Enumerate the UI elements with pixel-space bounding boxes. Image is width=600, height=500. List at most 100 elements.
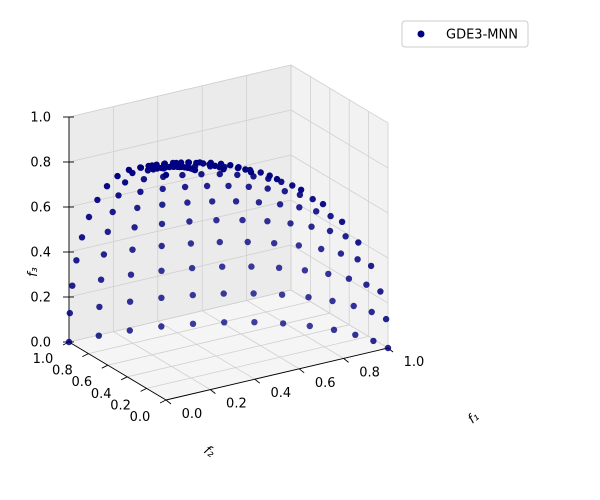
scatter-point-50 [276, 201, 284, 208]
scatter-point-120 [227, 162, 234, 169]
z-tick-label-5: 1.0 [30, 111, 51, 126]
scatter-point-94 [85, 213, 93, 221]
scatter-point-62 [225, 182, 232, 190]
scatter-point-99 [319, 200, 327, 208]
scatter-point-0 [251, 319, 258, 326]
scatter-point-42 [308, 223, 315, 230]
scatter-point-73 [264, 185, 271, 192]
grid-floor-x-3 [201, 310, 300, 370]
scatter-point-21 [158, 294, 165, 301]
scatter-point-24 [325, 270, 332, 278]
x-tick-mark-3 [298, 368, 305, 374]
scatter-point-9 [275, 264, 283, 271]
scatter-point-70 [342, 233, 349, 240]
z-tick-label-2: 0.4 [30, 246, 51, 261]
scatter-point-43 [232, 198, 240, 205]
grid-floor-y-4 [88, 301, 311, 354]
scatter-point-89 [179, 171, 186, 179]
grid-backwall-z-4 [68, 109, 292, 163]
legend-box [401, 20, 529, 48]
grid-backwall-z-2 [68, 199, 292, 253]
scatter-point-14 [188, 264, 196, 272]
scatter-point-47 [255, 199, 263, 206]
z-tick-label-4: 0.8 [30, 156, 51, 171]
scatter-point-95 [309, 195, 316, 203]
scatter-point-10 [219, 263, 226, 270]
grid-floor-x-1 [113, 331, 211, 390]
scatter-point-112 [103, 183, 111, 190]
scatter-point-124 [235, 164, 242, 171]
y-tick-mark-0 [159, 399, 167, 404]
x-tick-mark-0 [165, 399, 172, 405]
scatter-point-8 [306, 322, 313, 330]
scatter-point-29 [264, 218, 271, 225]
scatter-point-54 [326, 227, 334, 235]
scatter-point-56 [296, 204, 303, 211]
scatter-point-55 [131, 224, 138, 231]
scatter-point-49 [368, 308, 375, 316]
x-axis-line [165, 347, 389, 401]
y-tick-label-2: 0.4 [91, 387, 112, 402]
grid-backwall-z-5 [68, 64, 292, 118]
scatter-point-78 [281, 188, 288, 195]
scatter-point-65 [245, 183, 252, 190]
x-tick-mark-2 [254, 378, 261, 384]
grid-backwall-z-3 [68, 154, 292, 208]
scatter-point-85 [216, 170, 223, 178]
scatter-point-35 [345, 275, 353, 282]
y-tick-label-4: 0.8 [52, 364, 73, 379]
scatter-point-75 [73, 257, 80, 264]
scatter-point-131 [193, 159, 200, 167]
scatter-point-92 [115, 192, 122, 199]
scatter-point-31 [350, 302, 357, 310]
scatter-point-2 [279, 320, 287, 327]
scatter-point-18 [271, 240, 278, 247]
scatter-point-37 [287, 220, 294, 227]
scatter-point-135 [206, 161, 213, 168]
tick-labels: 0.00.00.00.20.20.20.40.40.40.60.60.60.80… [30, 111, 424, 426]
scatter-point-1 [250, 290, 257, 297]
grid-floor-y-5 [68, 289, 292, 343]
scatter-point-27 [352, 331, 359, 338]
scatter-point-45 [95, 332, 103, 339]
scatter-point-72 [377, 288, 384, 295]
scatter-point-32 [126, 298, 134, 305]
x-tick-label-1: 0.2 [226, 397, 247, 412]
grid-floor-y-3 [107, 312, 330, 366]
grid-backwall-z-1 [68, 244, 292, 298]
scatter-point-127 [242, 166, 249, 173]
z-tick-label-1: 0.2 [30, 291, 51, 306]
scatter-point-16 [330, 326, 338, 333]
legend: GDE3-MNN [401, 20, 529, 48]
scatter-point-74 [181, 183, 189, 191]
x-tick-label-4: 0.8 [359, 365, 380, 380]
scatter-point-13 [301, 267, 309, 274]
scatter-point-128 [247, 169, 255, 176]
y-tick-label-0: 0.0 [130, 410, 151, 425]
scatter-point-3 [221, 319, 228, 326]
scatter-point-26 [239, 216, 246, 224]
legend-series-label: GDE3-MNN [446, 28, 518, 43]
scatter-point-51 [184, 199, 191, 206]
scatter-point-15 [244, 238, 251, 246]
y-tick-mark-2 [120, 376, 128, 381]
scatter-point-86 [234, 171, 241, 179]
grid-sidewall-z-3 [290, 154, 389, 214]
scatter-point-44 [370, 337, 377, 345]
scatter-point-103 [121, 179, 129, 186]
scatter-point-12 [305, 294, 312, 301]
scatter-point-61 [65, 338, 73, 346]
scatter-point-83 [355, 239, 362, 246]
grid-floor-y-2 [127, 324, 350, 378]
scatter-point-111 [297, 186, 305, 193]
scatter-point-64 [382, 315, 390, 323]
scatter-point-87 [198, 171, 205, 178]
scatter-point-5 [220, 290, 227, 297]
grid-floor-x-4 [246, 300, 344, 359]
scatter-point-66 [203, 182, 211, 190]
axis-panes [67, 64, 390, 401]
y-axis-label: f₂ [201, 443, 218, 461]
x-tick-label-2: 0.4 [270, 386, 291, 401]
scatter-point-30 [213, 217, 220, 224]
